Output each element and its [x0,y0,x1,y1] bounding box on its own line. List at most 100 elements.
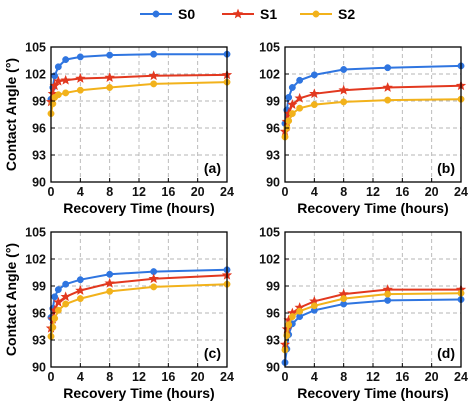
data-point-s2 [384,96,392,104]
panel-label: (d) [437,345,455,361]
y-axis-label: Contact Angle (°) [3,58,19,171]
y-tick-label: 102 [259,253,280,267]
data-point-s2 [62,89,70,97]
data-point-s1 [338,84,349,95]
x-tick-label: 12 [132,370,146,384]
data-point-s1 [382,82,393,92]
data-point-s0 [62,56,70,64]
x-tick-label: 24 [220,370,234,384]
data-point-s2 [76,295,84,303]
data-point-s2 [384,290,392,298]
data-point-s0 [384,296,392,304]
y-tick-label: 90 [266,176,280,190]
x-axis-label: Recovery Time (hours) [297,200,448,216]
x-axis-label: Recovery Time (hours) [63,385,214,401]
y-tick-label: 105 [25,41,46,55]
x-tick-label: 4 [311,185,318,199]
legend-label-s2: S2 [338,6,355,22]
data-point-s0 [150,50,158,58]
y-tick-label: 102 [25,253,46,267]
data-point-s1 [53,296,64,307]
legend-marker-s1 [232,8,244,19]
x-tick-label: 16 [161,185,175,199]
data-point-s0 [384,64,392,72]
data-point-s2 [106,84,114,91]
x-tick-label: 12 [366,185,380,199]
legend-item-s0: S0 [140,6,195,22]
data-point-s2 [310,302,318,310]
data-point-s2 [76,86,84,94]
y-tick-label: 90 [32,361,46,375]
x-tick-label: 4 [77,185,84,199]
data-point-s0 [285,93,293,101]
data-point-s2 [310,101,318,109]
legend-item-s1: S1 [222,6,277,22]
y-tick-label: 93 [32,149,46,163]
data-point-s2 [106,287,114,295]
x-tick-label: 0 [48,185,55,199]
y-tick-label: 99 [266,95,280,109]
panel-c: 0 4 8 12 16 20 24 90 93 96 99 102 105 Recovery Time (… [3,226,234,402]
x-axis-label: Recovery Time (hours) [63,200,214,216]
data-point-s2 [288,313,296,321]
data-point-s0 [51,293,59,301]
x-tick-label: 8 [106,185,113,199]
data-point-s2 [54,91,62,99]
x-tick-label: 24 [454,185,468,199]
y-tick-label: 93 [266,334,280,348]
panel-b: 0 4 8 12 16 20 24 90 93 96 99 102 105 Recovery Time (… [259,41,468,217]
data-point-s0 [54,63,62,71]
data-point-s0 [76,53,84,61]
data-point-s2 [296,104,304,112]
data-point-s1 [60,291,71,302]
data-point-s1 [104,72,115,82]
y-tick-label: 96 [32,307,46,321]
x-tick-label: 24 [220,185,234,199]
x-tick-label: 16 [161,370,175,384]
panel-label: (c) [204,345,221,361]
x-tick-label: 0 [48,370,55,384]
y-tick-label: 96 [266,307,280,321]
legend: S0 S1 S2 [140,6,355,22]
x-tick-label: 20 [425,370,439,384]
y-tick-label: 105 [259,41,280,55]
x-tick-label: 16 [395,185,409,199]
x-tick-label: 24 [454,370,468,384]
panel-label: (a) [204,160,221,176]
data-point-s2 [288,110,296,118]
y-tick-label: 93 [32,334,46,348]
data-point-s1 [53,75,64,86]
data-point-s2 [51,314,59,322]
legend-item-s2: S2 [300,6,355,22]
x-tick-label: 0 [282,370,289,384]
data-point-s1 [287,99,298,109]
x-tick-label: 4 [311,370,318,384]
legend-marker-s2 [312,10,320,18]
data-point-s2 [150,80,158,88]
x-tick-label: 16 [395,370,409,384]
panels: 0 4 8 12 16 20 24 90 93 96 99 102 105 Recovery Time (… [3,41,468,402]
data-point-s2 [340,98,348,106]
data-point-s1 [75,285,86,295]
panel-a: 0 4 8 12 16 20 24 90 93 96 99 102 105 Recovery Time (… [3,41,234,217]
data-point-s1 [104,277,115,288]
x-tick-label: 8 [340,370,347,384]
y-tick-label: 90 [266,361,280,375]
data-point-s0 [340,66,348,73]
y-tick-label: 99 [32,95,46,109]
legend-label-s1: S1 [260,6,277,22]
data-point-s1 [60,74,71,85]
data-point-s2 [62,300,70,308]
x-tick-label: 8 [106,370,113,384]
data-point-s2 [150,283,158,291]
y-tick-label: 99 [32,280,46,294]
y-axis-label: Contact Angle (°) [3,243,19,356]
y-tick-label: 90 [32,176,46,190]
y-tick-label: 96 [266,122,280,136]
data-point-s1 [148,70,159,81]
x-tick-label: 4 [77,370,84,384]
data-point-s2 [296,307,304,315]
data-point-s2 [54,306,62,314]
data-point-s2 [285,321,293,329]
data-point-s0 [106,51,114,59]
